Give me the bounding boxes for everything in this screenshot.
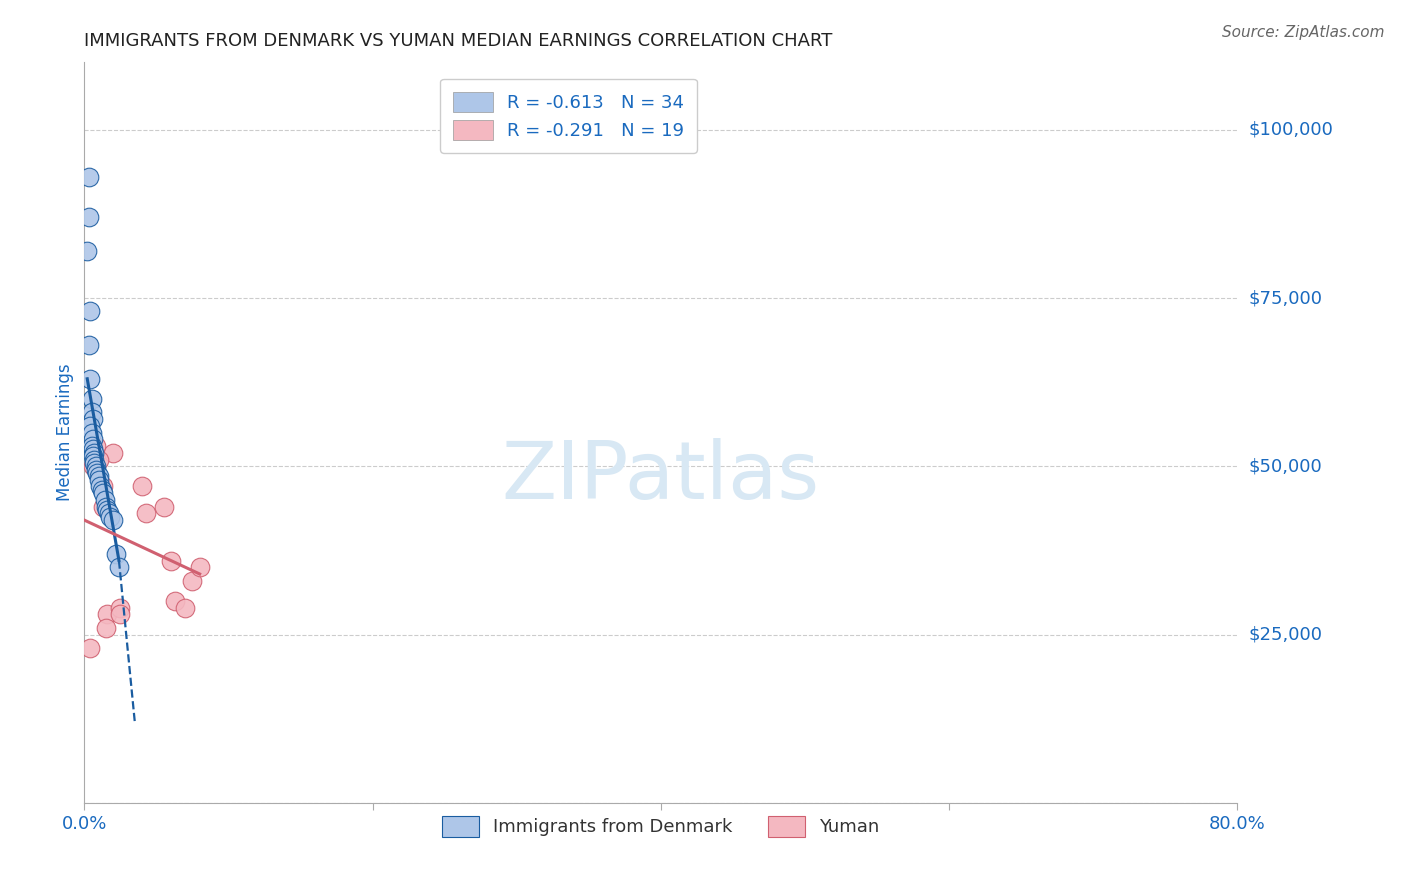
Text: $50,000: $50,000 [1249,458,1322,475]
Point [82,433,104,447]
Point [87,469,110,483]
Point [84,439,107,453]
Text: $75,000: $75,000 [1249,289,1323,307]
Point [165,594,187,608]
Point [77,338,100,352]
Point [82,459,104,474]
Point [98,509,121,524]
Point [131,479,153,493]
Text: $25,000: $25,000 [1249,625,1323,643]
Point [79,304,101,318]
Point [181,574,204,588]
Point [108,560,131,574]
Point [83,446,105,460]
Point [103,446,124,460]
Point [87,452,110,467]
Y-axis label: Median Earnings: Median Earnings [56,364,75,501]
Text: IMMIGRANTS FROM DENMARK VS YUMAN MEDIAN EARNINGS CORRELATION CHART: IMMIGRANTS FROM DENMARK VS YUMAN MEDIAN … [84,32,832,50]
Point [80,405,103,419]
Point [93,492,115,507]
Text: $100,000: $100,000 [1249,120,1333,139]
Point [110,600,132,615]
Point [83,456,105,470]
Point [96,503,118,517]
Legend: Immigrants from Denmark, Yuman: Immigrants from Denmark, Yuman [433,806,889,846]
Point [89,479,111,493]
Point [174,600,197,615]
Point [160,553,183,567]
Point [76,244,98,258]
Text: Source: ZipAtlas.com: Source: ZipAtlas.com [1222,25,1385,40]
Point [91,500,114,514]
Point [82,412,104,426]
Point [77,211,100,225]
Text: ZIPatlas: ZIPatlas [502,438,820,516]
Point [80,392,103,406]
Point [94,621,117,635]
Point [84,459,107,474]
Point [91,479,114,493]
Point [97,507,120,521]
Point [79,418,101,433]
Point [188,560,211,574]
Point [152,500,174,514]
Point [96,607,118,622]
Point [82,449,104,463]
Point [77,169,100,184]
Point [83,452,105,467]
Point [79,372,101,386]
Point [103,513,124,527]
Point [79,640,101,655]
Point [84,462,107,476]
Point [80,425,103,440]
Point [135,507,157,521]
Point [105,547,128,561]
Point [110,607,132,622]
Point [91,486,114,500]
Point [90,483,112,497]
Point [80,439,103,453]
Point [82,442,104,457]
Point [86,466,108,480]
Point [87,473,110,487]
Point [94,500,117,514]
